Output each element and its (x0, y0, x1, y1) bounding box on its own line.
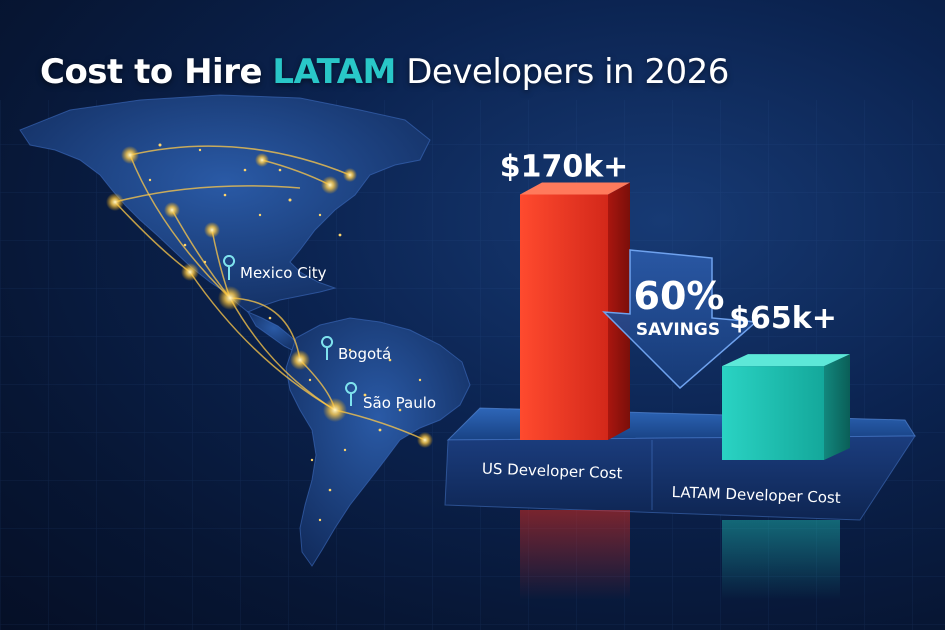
us-bar-top (520, 182, 630, 195)
savings-label: SAVINGS (636, 320, 720, 340)
city-label-bogota: Bogotá (338, 345, 391, 363)
city-marker-bogota: Bogotá (321, 336, 391, 363)
us-bar-reflection (520, 510, 630, 600)
latam-bar-reflection (722, 520, 840, 600)
latam-bar-side (824, 354, 850, 460)
bars (520, 182, 850, 460)
latam-bar-front (722, 366, 824, 460)
city-marker-sao-paulo: São Paulo (345, 382, 436, 412)
value-label-latam: $65k+ (729, 301, 837, 336)
city-label-mexico-city: Mexico City (240, 264, 327, 282)
hub-glows (106, 146, 433, 448)
title-suffix: Developers in 2026 (406, 52, 729, 92)
latam-bar (722, 354, 850, 460)
city-marker-mexico-city: Mexico City (223, 255, 327, 282)
latam-bar-top (722, 354, 850, 367)
title-highlight: LATAM (272, 52, 396, 92)
map-pin-icon (321, 336, 334, 360)
title-prefix: Cost to Hire (40, 52, 263, 92)
north-america-landmass (19, 94, 431, 313)
category-label-us: US Developer Cost (482, 460, 623, 483)
savings-percent: 60% (634, 274, 725, 318)
us-bar-front (520, 194, 608, 440)
savings-arrow: 60% SAVINGS (602, 249, 758, 390)
south-america-landmass (285, 317, 471, 567)
value-label-us: $170k+ (500, 149, 629, 184)
map-pin-icon (223, 255, 236, 280)
us-bar (520, 182, 630, 440)
city-lights (148, 143, 422, 522)
page-title: Cost to Hire LATAM Developers in 2026 (40, 52, 729, 92)
us-bar-side (608, 182, 630, 440)
city-label-sao-paulo: São Paulo (363, 394, 436, 412)
map-pin-icon (345, 382, 358, 406)
category-label-latam: LATAM Developer Cost (671, 483, 841, 507)
